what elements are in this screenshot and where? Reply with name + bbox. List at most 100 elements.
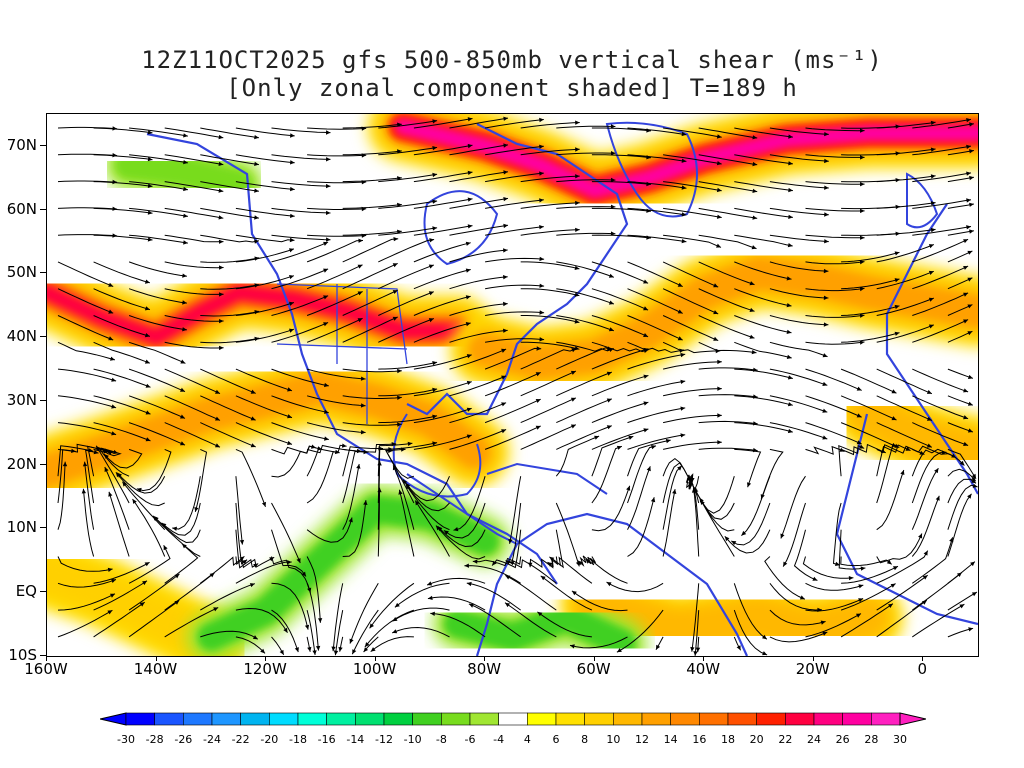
lat-label: 70N [6,135,37,154]
streamline [235,476,243,545]
streamline-arrowhead [147,210,153,215]
streamline-arrowhead [392,617,398,622]
streamline-arrowhead [466,434,472,439]
streamline-arrowhead [467,170,473,175]
lat-tick [40,208,46,210]
streamline-arrowhead [934,468,939,474]
streamline [734,288,792,307]
streamline-arrowhead [301,571,306,577]
streamline-arrowhead [594,435,600,440]
streamline [760,448,784,500]
streamline [698,181,758,193]
streamline [876,148,936,156]
streamline-arrowhead [180,414,185,419]
streamline-arrowhead [681,239,687,244]
streamline [413,269,471,290]
streamline [128,315,187,331]
colorbar-label: -16 [317,733,336,746]
streamline [734,127,793,138]
streamline-arrowhead [466,581,472,587]
streamline-arrowhead [492,560,497,566]
streamline-arrowhead [971,478,976,484]
streamline [876,324,934,343]
streamline-arrowhead [287,387,292,392]
streamline [116,472,166,494]
streamline [520,315,580,323]
streamline [128,261,187,277]
streamline-arrowhead [183,240,188,245]
streamline [769,315,829,326]
colorbar-label: -28 [145,733,164,746]
streamline [132,498,166,557]
streamline [947,478,977,504]
lon-tick [922,656,924,661]
streamline [342,123,402,129]
streamline-arrowhead [799,595,805,600]
streamline-arrowhead [394,602,400,608]
lat-label: 10S [8,646,37,664]
streamline [235,395,293,419]
streamline [129,234,188,244]
streamline-arrowhead [341,443,347,448]
streamline-arrowhead [724,536,730,542]
streamline-arrowhead [145,383,151,388]
streamline [805,154,865,158]
streamline [370,636,414,652]
streamline-arrowhead [922,575,928,580]
streamline-arrowhead [749,307,755,312]
streamline-arrowhead [432,172,438,178]
streamline-arrowhead [539,225,544,230]
streamline-arrowhead [608,300,614,305]
streamline-arrowhead [82,461,88,467]
streamline-arrowhead [610,204,616,209]
streamline-arrowhead [822,408,828,413]
streamline-arrowhead [250,389,256,394]
streamline-arrowhead [111,578,116,583]
streamline [342,422,402,426]
streamline-arrowhead [503,116,508,121]
streamline [663,154,722,165]
streamline [504,602,557,638]
colorbar-label: 28 [864,733,879,746]
streamline [876,444,911,477]
streamline-arrowhead [505,602,510,608]
colorbar-swatch [383,712,413,726]
streamline [306,517,353,543]
streamline-arrowhead [966,171,971,176]
streamline-arrowhead [628,435,634,440]
streamline-arrowhead [466,354,472,359]
streamline-arrowhead [252,635,258,640]
streamline [662,462,692,504]
streamline-arrowhead [616,648,622,653]
streamline [947,468,977,482]
streamline [556,232,616,236]
streamline-arrowhead [762,651,768,656]
streamline-arrowhead [392,629,398,634]
streamline [235,207,295,217]
streamline-arrowhead [820,620,826,625]
streamline [449,171,509,183]
streamline [128,395,186,419]
streamline [662,361,722,370]
streamline [805,127,865,132]
colorbar-label: -6 [464,733,476,746]
streamline [520,229,580,236]
colorbar-label: 8 [581,733,589,746]
streamline [235,302,295,316]
streamline-arrowhead [144,562,150,567]
streamline [200,284,260,290]
streamline [271,445,323,455]
colorbar-swatch [584,712,614,726]
colorbar [100,712,926,726]
streamline-arrowhead [894,304,900,310]
streamline [235,448,266,507]
streamline-arrowhead [112,126,118,131]
streamline [93,288,151,311]
streamline [449,375,507,397]
streamline [235,368,293,392]
colorbar-swatch [469,712,499,726]
streamline [947,493,972,557]
streamline [591,207,652,212]
streamline [805,582,864,591]
streamline-arrowhead [677,309,683,314]
